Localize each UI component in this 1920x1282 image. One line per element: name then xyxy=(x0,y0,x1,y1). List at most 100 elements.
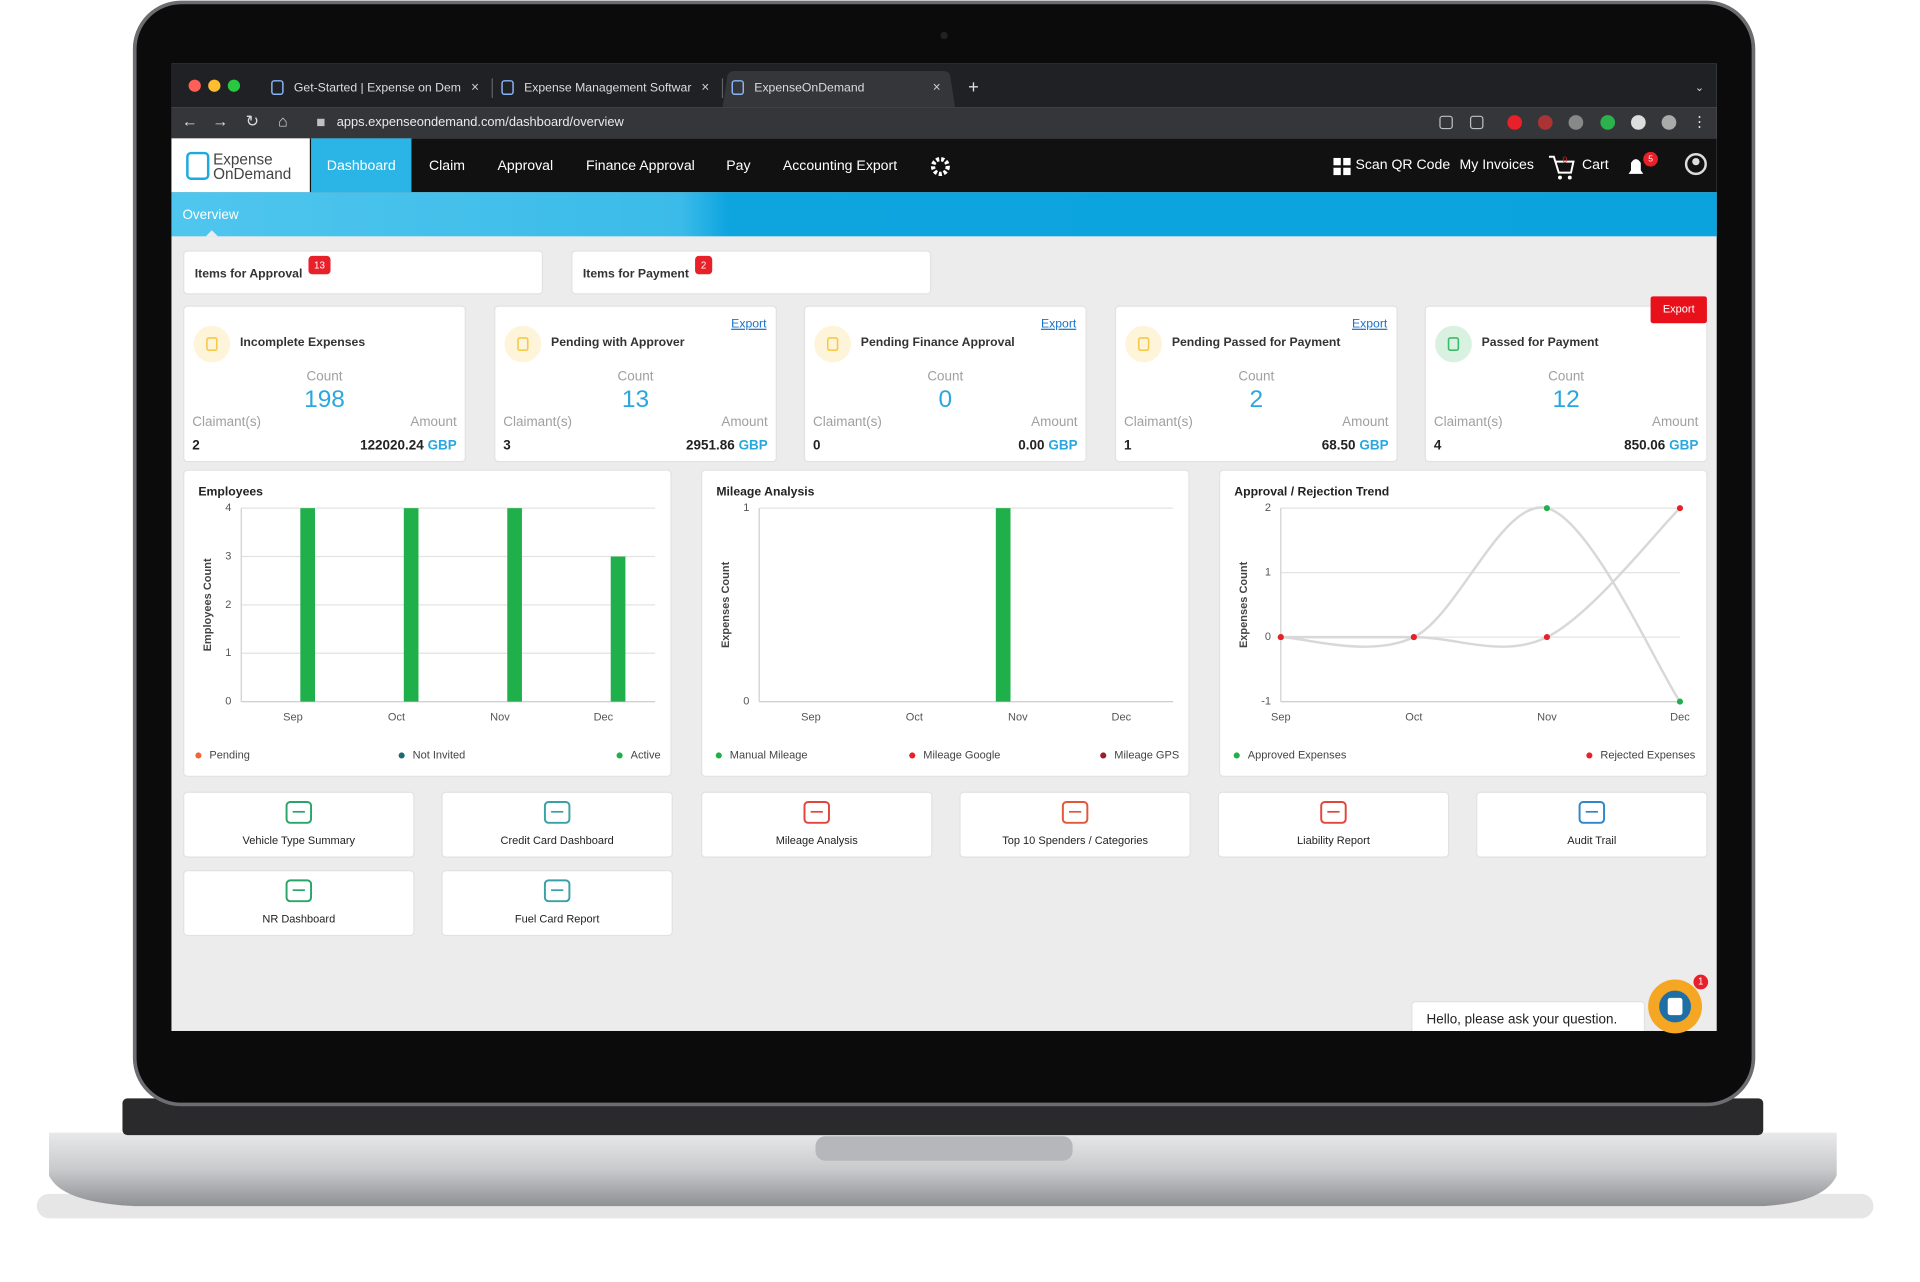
logo-icon xyxy=(186,151,210,180)
tile-label[interactable]: Audit Trail xyxy=(1567,835,1616,847)
nav-item[interactable]: Pay xyxy=(726,157,751,173)
tile-label[interactable]: Top 10 Spenders / Categories xyxy=(1002,835,1148,847)
x-tick-label: Oct xyxy=(906,711,923,723)
screen-bottom xyxy=(171,1030,1717,1044)
shortcut-tile[interactable] xyxy=(183,869,415,937)
tab-close[interactable]: × xyxy=(933,80,941,95)
y-tick-label: 0 xyxy=(743,696,749,708)
x-tick-label: Oct xyxy=(1405,711,1422,723)
shortcut-tile[interactable] xyxy=(441,869,673,937)
nav-item[interactable]: Claim xyxy=(429,157,465,173)
claimants-label: Claimant(s) xyxy=(192,414,261,429)
export-link[interactable]: Export xyxy=(731,317,767,331)
lock-icon xyxy=(317,118,325,127)
extension-icon[interactable] xyxy=(1568,115,1584,130)
extension-icon[interactable] xyxy=(1507,115,1523,130)
count-label: Count xyxy=(927,369,963,384)
cart-wheel xyxy=(1558,175,1562,180)
settings-icon[interactable] xyxy=(930,157,950,177)
x-tick-label: Nov xyxy=(490,711,510,723)
nav-item[interactable]: Accounting Export xyxy=(783,157,897,173)
shortcut-tile[interactable] xyxy=(701,791,933,858)
legend-label[interactable]: Manual Mileage xyxy=(730,749,808,761)
nav-button[interactable]: ↻ xyxy=(246,114,259,131)
shortcut-tile[interactable] xyxy=(1476,791,1708,858)
nav-button[interactable]: → xyxy=(212,114,228,131)
chat-badge xyxy=(1693,974,1709,990)
chart-title: Approval / Rejection Trend xyxy=(1234,484,1389,498)
amount-label: Amount xyxy=(1652,414,1699,429)
new-tab[interactable]: + xyxy=(968,76,979,97)
legend-label[interactable]: Not Invited xyxy=(413,749,466,761)
tile-label[interactable]: Liability Report xyxy=(1297,835,1370,847)
nav-button[interactable]: ⌂ xyxy=(278,114,288,131)
export-link[interactable]: Export xyxy=(1352,317,1388,331)
bell-icon[interactable] xyxy=(1628,159,1644,174)
bell-badge xyxy=(1643,151,1658,167)
tab-title[interactable]: Expense Management Softwar xyxy=(524,80,691,94)
nav-item[interactable]: Dashboard xyxy=(327,157,396,173)
export-link[interactable]: Export xyxy=(1041,317,1077,331)
extension-icon[interactable] xyxy=(1630,115,1646,130)
header-action[interactable]: Cart xyxy=(1582,156,1609,172)
claimants-value: 0 xyxy=(813,437,820,452)
summary-badge xyxy=(695,255,713,275)
tile-label[interactable]: NR Dashboard xyxy=(262,913,335,925)
nav-button[interactable]: ← xyxy=(182,114,198,131)
legend-label[interactable]: Pending xyxy=(209,749,249,761)
summary-box[interactable] xyxy=(571,250,932,295)
legend-label[interactable]: Mileage Google xyxy=(923,749,1000,761)
bar xyxy=(507,508,522,702)
header-action[interactable]: Scan QR Code xyxy=(1355,156,1450,172)
nav-item[interactable]: Finance Approval xyxy=(586,157,695,173)
legend-label[interactable]: Active xyxy=(631,749,661,761)
logo-text: Expense xyxy=(213,151,273,168)
shortcut-tile[interactable] xyxy=(441,791,673,858)
amount-value: 0.00 xyxy=(1018,437,1044,452)
summary-box[interactable] xyxy=(183,250,544,295)
data-point xyxy=(1277,634,1284,641)
y-tick-label: 2 xyxy=(1265,502,1271,514)
count-value: 13 xyxy=(622,386,649,413)
tile-label[interactable]: Credit Card Dashboard xyxy=(501,835,614,847)
tab-close[interactable]: × xyxy=(701,80,709,95)
tile-label[interactable]: Mileage Analysis xyxy=(776,835,859,847)
user-avatar[interactable] xyxy=(1684,153,1707,176)
tab-menu[interactable]: ⌄ xyxy=(1695,82,1704,94)
chat-message[interactable]: Hello, please ask your question. xyxy=(1427,1012,1618,1027)
nav-item[interactable]: Approval xyxy=(498,157,554,173)
shortcut-tile[interactable] xyxy=(1217,791,1450,858)
export-button[interactable] xyxy=(1650,296,1707,324)
count-label: Count xyxy=(618,369,654,384)
browser-menu[interactable]: ⋮ xyxy=(1692,114,1707,130)
shortcut-tile[interactable] xyxy=(959,791,1191,858)
tile-label[interactable]: Vehicle Type Summary xyxy=(243,835,356,847)
shortcut-tile[interactable] xyxy=(183,791,415,858)
extension-icon[interactable] xyxy=(1600,115,1616,130)
legend-label[interactable]: Approved Expenses xyxy=(1248,749,1347,761)
extension-icon[interactable] xyxy=(1537,115,1553,130)
amount-value: 850.06 xyxy=(1624,437,1665,452)
tab-title[interactable]: Get-Started | Expense on Dem xyxy=(294,80,461,94)
claimants-value: 2 xyxy=(192,437,199,452)
data-point xyxy=(1543,505,1550,512)
cart-icon[interactable] xyxy=(1548,155,1575,174)
tab-close[interactable]: × xyxy=(471,80,479,95)
tile-label[interactable]: Fuel Card Report xyxy=(515,913,600,925)
card-title: Pending with Approver xyxy=(551,335,685,349)
currency: GBP xyxy=(1669,437,1698,452)
extension-icon[interactable] xyxy=(1661,115,1677,130)
legend-label[interactable]: Rejected Expenses xyxy=(1600,749,1695,761)
export-button-label[interactable]: Export xyxy=(1663,304,1695,316)
legend-label[interactable]: Mileage GPS xyxy=(1114,749,1179,761)
amount-label: Amount xyxy=(721,414,768,429)
sub-nav-item[interactable]: Overview xyxy=(182,207,238,222)
url[interactable]: apps.expenseondemand.com/dashboard/overv… xyxy=(337,114,625,129)
summary-badge xyxy=(308,255,331,275)
tab-title[interactable]: ExpenseOnDemand xyxy=(754,80,864,94)
summary-label: Items for Payment xyxy=(583,267,689,281)
data-point xyxy=(1676,505,1684,512)
header-action[interactable]: My Invoices xyxy=(1460,156,1534,172)
count-label: Count xyxy=(1548,369,1584,384)
